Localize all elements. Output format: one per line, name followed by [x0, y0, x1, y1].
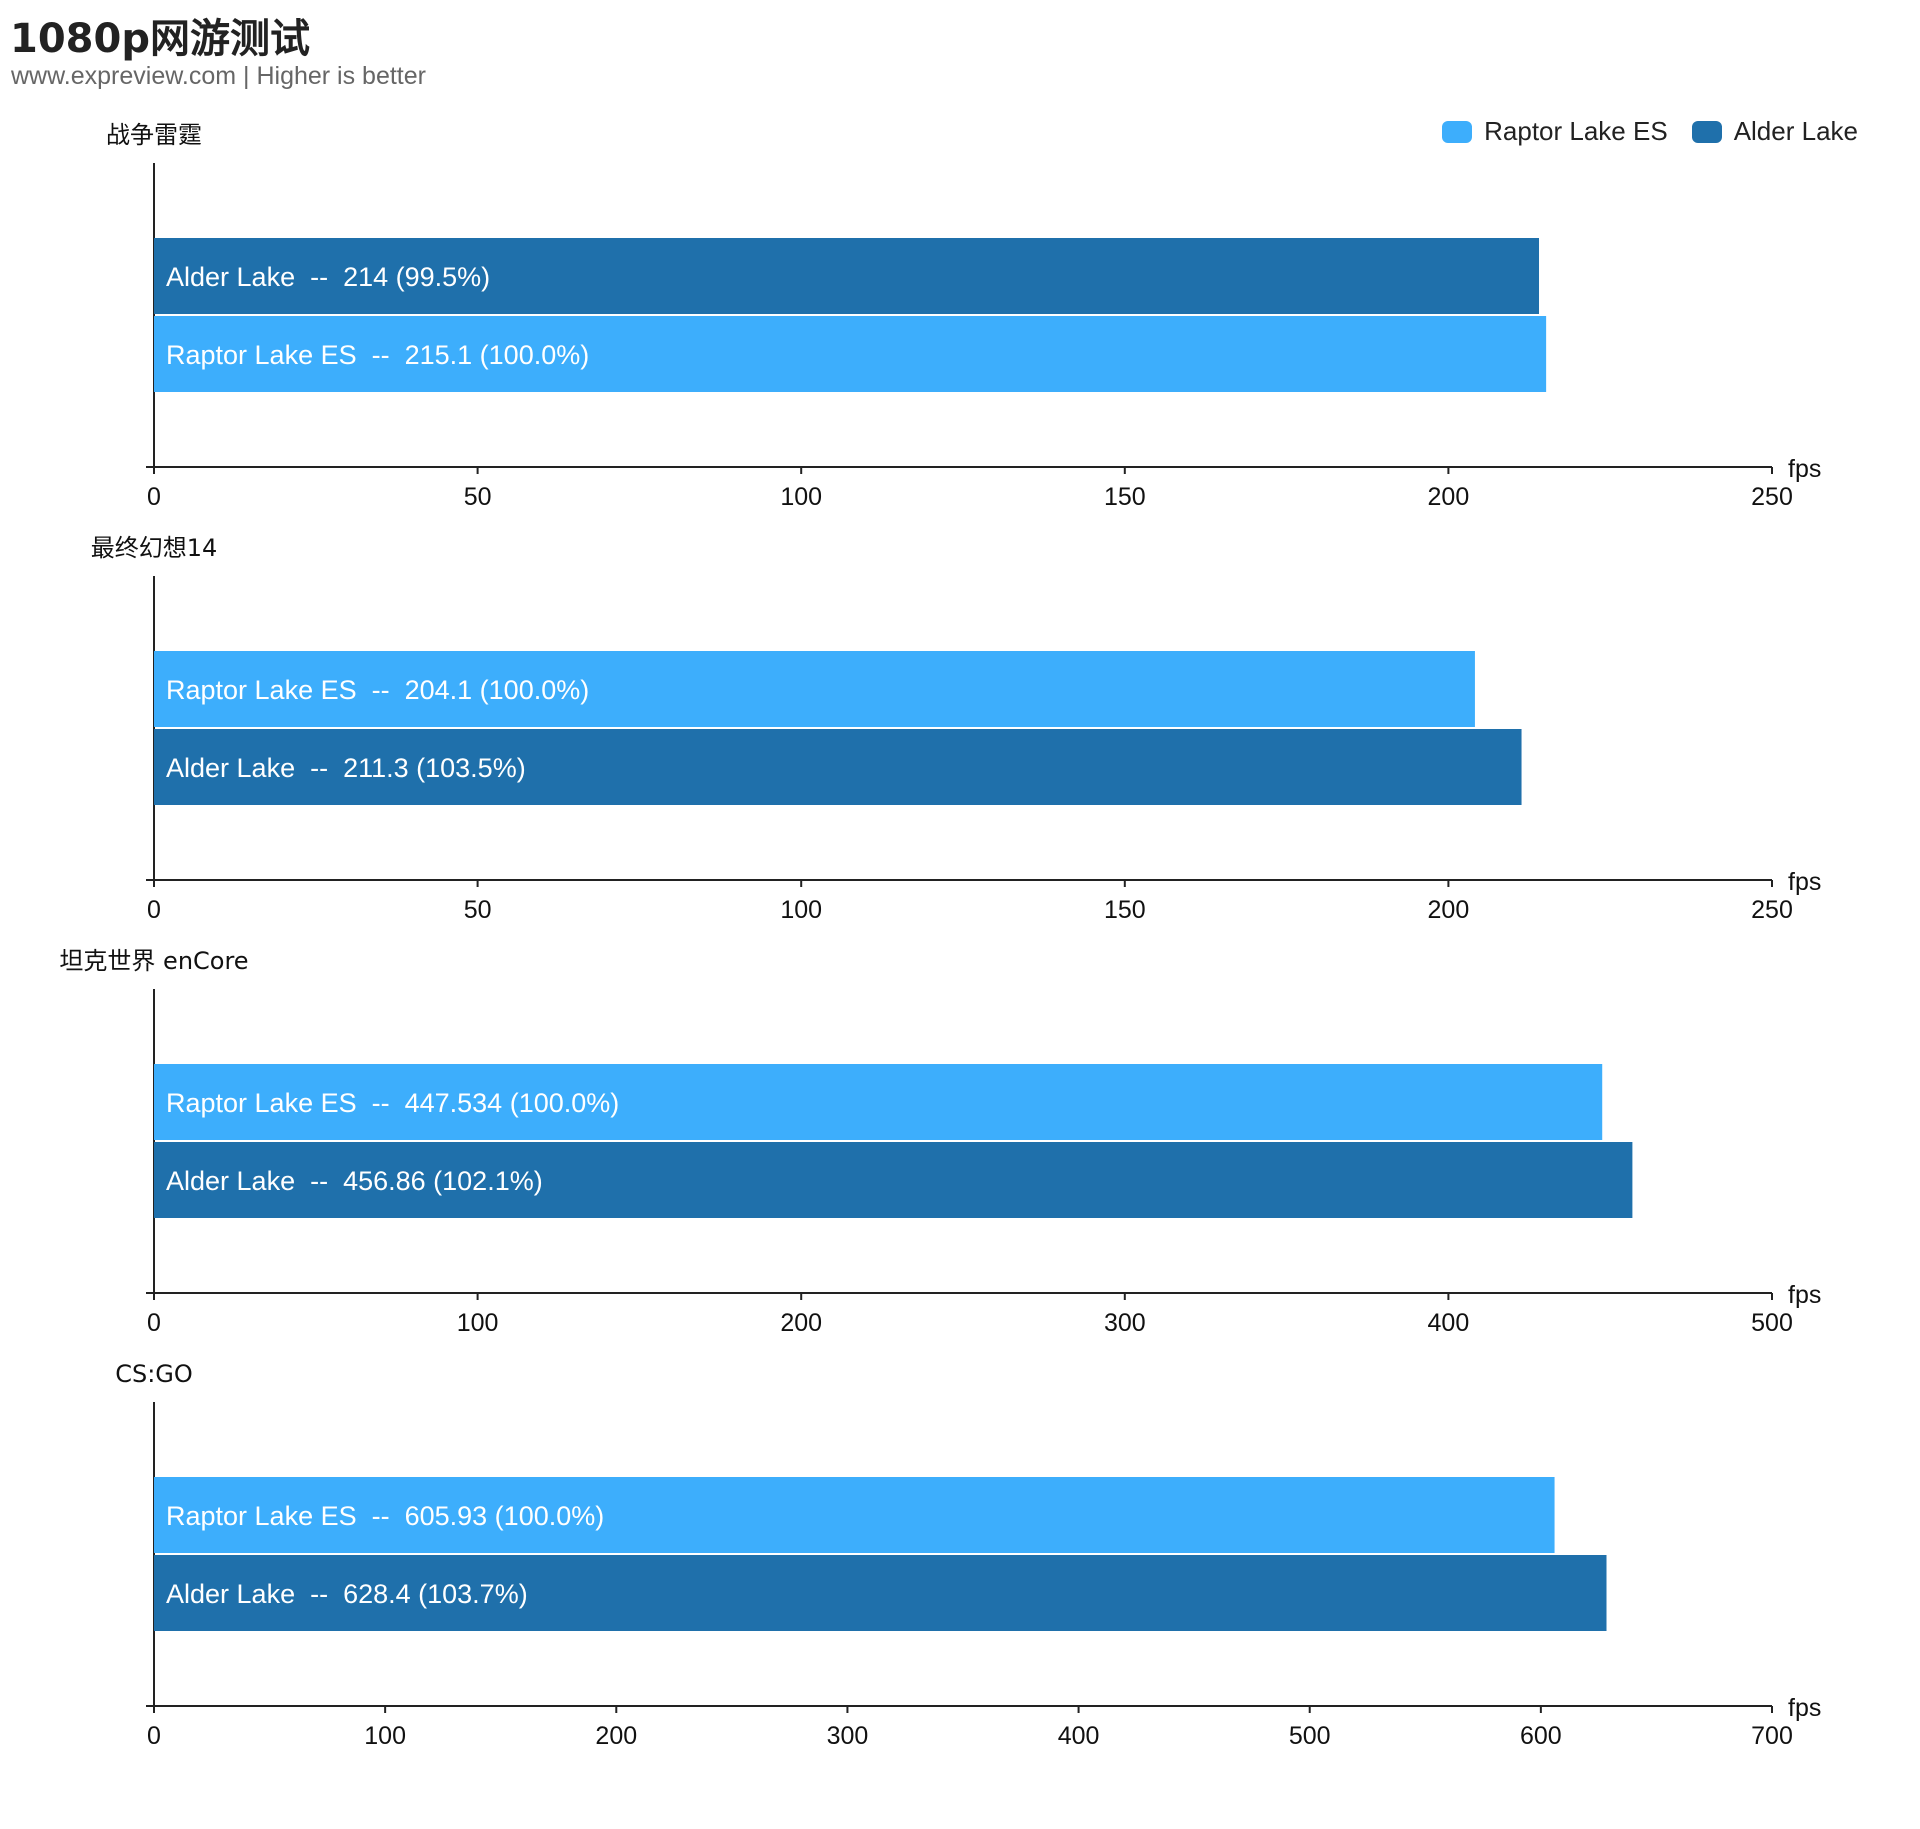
x-tick-label: 200: [595, 1722, 637, 1750]
x-axis-unit: fps: [1788, 1694, 1821, 1722]
legend-item-alder-lake[interactable]: Alder Lake: [1691, 116, 1858, 147]
bar-raptor-lake-es: [154, 651, 1475, 727]
x-tick-label: 0: [147, 1309, 161, 1337]
legend-item-raptor-lake-es[interactable]: Raptor Lake ES: [1442, 116, 1668, 147]
bar-label: Raptor Lake ES -- 215.1 (100.0%): [166, 340, 589, 370]
legend: Raptor Lake ES Alder Lake: [1418, 116, 1858, 147]
x-tick-label: 250: [1751, 483, 1793, 511]
x-tick-label: 700: [1751, 1722, 1793, 1750]
panel-title: CS:GO: [115, 1360, 193, 1388]
panel-title: 最终幻想14: [91, 534, 218, 562]
x-tick-label: 100: [364, 1722, 406, 1750]
x-tick-label: 100: [780, 896, 822, 924]
bar-alder-lake: [154, 1142, 1633, 1218]
bar-label: Alder Lake -- 456.86 (102.1%): [166, 1166, 543, 1196]
bar-alder-lake: [154, 1555, 1607, 1631]
x-tick-label: 600: [1520, 1722, 1562, 1750]
x-axis-unit: fps: [1788, 1281, 1821, 1309]
x-tick-label: 50: [464, 483, 492, 511]
x-tick-label: 200: [780, 1309, 822, 1337]
bar-label: Alder Lake -- 628.4 (103.7%): [166, 1579, 528, 1609]
legend-swatch-raptor-lake-es: [1442, 120, 1473, 143]
x-tick-label: 0: [147, 896, 161, 924]
x-tick-label: 200: [1428, 896, 1470, 924]
x-tick-label: 150: [1104, 896, 1146, 924]
bar-alder-lake: [154, 729, 1522, 805]
bar-raptor-lake-es: [154, 316, 1547, 392]
x-tick-label: 250: [1751, 896, 1793, 924]
bar-label: Alder Lake -- 214 (99.5%): [166, 262, 490, 292]
x-tick-label: 400: [1428, 1309, 1470, 1337]
x-tick-label: 500: [1751, 1309, 1793, 1337]
chart-title: 1080p网游测试: [10, 16, 310, 62]
legend-label-raptor-lake-es: Raptor Lake ES: [1484, 116, 1668, 146]
bar-label: Raptor Lake ES -- 605.93 (100.0%): [166, 1501, 604, 1531]
x-axis-unit: fps: [1788, 868, 1821, 896]
x-tick-label: 200: [1428, 483, 1470, 511]
x-tick-label: 300: [827, 1722, 869, 1750]
x-tick-label: 0: [147, 1722, 161, 1750]
x-tick-label: 100: [780, 483, 822, 511]
x-tick-label: 500: [1289, 1722, 1331, 1750]
bar-raptor-lake-es: [154, 1477, 1555, 1553]
x-tick-label: 0: [147, 483, 161, 511]
bar-label: Raptor Lake ES -- 447.534 (100.0%): [166, 1088, 619, 1118]
chart-subtitle: www.expreview.com | Higher is better: [11, 62, 426, 90]
x-tick-label: 300: [1104, 1309, 1146, 1337]
x-tick-label: 150: [1104, 483, 1146, 511]
x-axis-unit: fps: [1788, 455, 1821, 483]
panel-title: 坦克世界 enCore: [59, 947, 248, 975]
bar-label: Raptor Lake ES -- 204.1 (100.0%): [166, 675, 589, 705]
x-tick-label: 50: [464, 896, 492, 924]
x-tick-label: 400: [1058, 1722, 1100, 1750]
x-tick-label: 100: [457, 1309, 499, 1337]
panel-title: 战争雷霆: [106, 121, 202, 149]
bar-raptor-lake-es: [154, 1064, 1603, 1140]
bar-label: Alder Lake -- 211.3 (103.5%): [166, 753, 526, 783]
bar-alder-lake: [154, 238, 1540, 314]
legend-label-alder-lake: Alder Lake: [1733, 116, 1858, 146]
legend-swatch-alder-lake: [1691, 120, 1722, 143]
